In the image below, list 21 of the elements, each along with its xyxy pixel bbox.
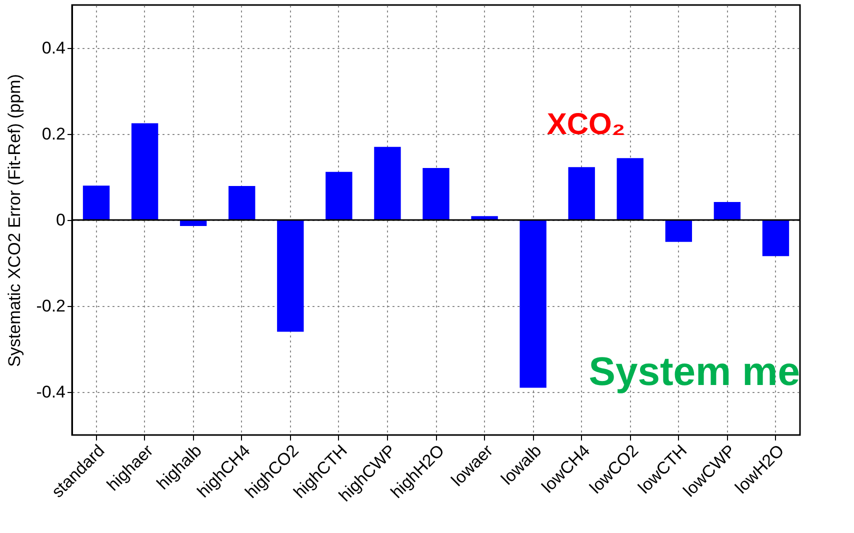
- bar: [422, 168, 450, 220]
- bar: [82, 186, 110, 220]
- bar: [568, 167, 595, 220]
- y-tick-label: 0: [56, 210, 66, 230]
- bar: [131, 123, 158, 220]
- bar: [326, 172, 352, 220]
- annotation: System me: [588, 350, 800, 394]
- bar: [228, 186, 256, 220]
- bar: [374, 146, 401, 220]
- bar: [665, 220, 692, 242]
- bar: [520, 220, 546, 388]
- bar: [616, 158, 644, 220]
- bar: [714, 202, 741, 220]
- y-tick-label: 0.4: [42, 38, 66, 58]
- y-axis-title: Systematic XCO2 Error (Fit-Ref) (ppm): [5, 74, 24, 367]
- text: XCO₂: [546, 108, 626, 141]
- y-tick-label: -0.4: [36, 382, 66, 402]
- y-tick-label: -0.2: [36, 296, 66, 316]
- y-tick-label: 0.2: [42, 124, 66, 144]
- bar: [762, 220, 790, 256]
- bar: [277, 220, 304, 332]
